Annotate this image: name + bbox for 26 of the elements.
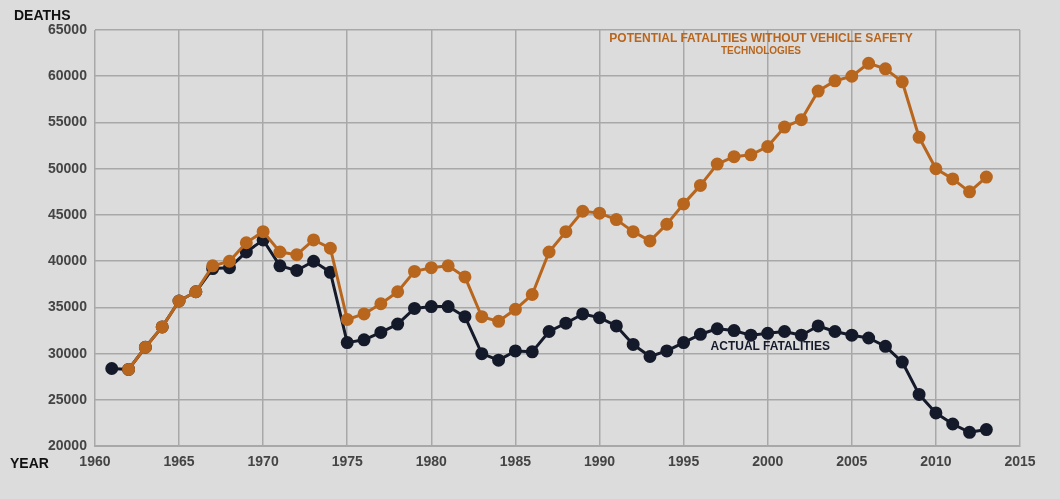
x-tick-label: 2005 xyxy=(836,453,868,470)
series-label: POTENTIAL FATALITIES WITHOUT VEHICLE SAFETY TECHNOLOGIES xyxy=(609,31,913,56)
x-tick-label: 1975 xyxy=(331,453,363,470)
y-tick-label: 55000 xyxy=(47,113,88,130)
series-label: ACTUAL FATALITIES xyxy=(710,339,830,354)
y-axis-title: DEATHS xyxy=(14,7,71,23)
x-tick-label: 2010 xyxy=(920,453,952,470)
y-tick-label: 45000 xyxy=(47,205,88,222)
x-axis-title: YEAR xyxy=(10,455,49,472)
x-tick-label: 1970 xyxy=(247,453,279,470)
x-tick-label: 1985 xyxy=(499,453,532,470)
y-tick-label: 40000 xyxy=(47,252,88,269)
y-tick-label: 30000 xyxy=(47,344,88,361)
x-tick-label: 1965 xyxy=(163,453,195,470)
x-tick-label: 1990 xyxy=(583,453,616,470)
y-tick-label: 60000 xyxy=(47,67,88,84)
y-tick-label: 50000 xyxy=(47,159,88,176)
x-tick-label: 2015 xyxy=(1004,453,1036,470)
x-tick-label: 1980 xyxy=(415,453,448,470)
y-tick-label: 20000 xyxy=(47,437,88,454)
x-tick-label: 1960 xyxy=(79,453,111,470)
y-tick-label: 25000 xyxy=(47,390,88,407)
x-tick-label: 2000 xyxy=(752,453,784,470)
y-tick-label: 35000 xyxy=(47,298,88,315)
x-tick-label: 1995 xyxy=(668,453,700,470)
y-tick-label: 65000 xyxy=(47,20,88,37)
